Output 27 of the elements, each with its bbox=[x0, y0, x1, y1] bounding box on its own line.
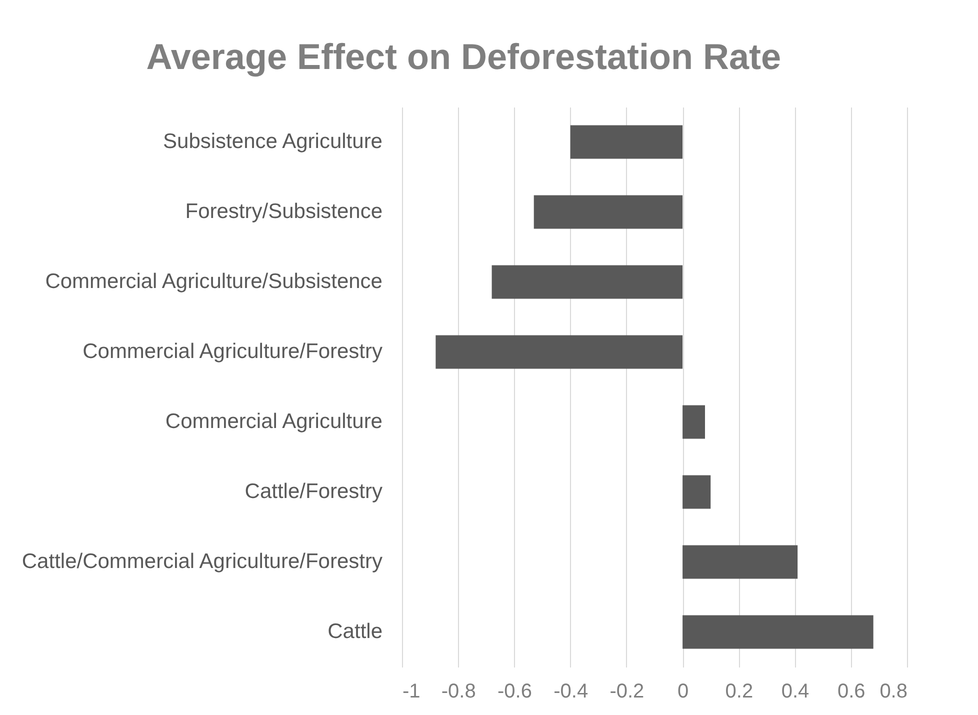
chart-title: Average Effect on Deforestation Rate bbox=[146, 36, 782, 77]
x-tick-label: -0.8 bbox=[441, 680, 476, 702]
y-tick-label: Cattle/Forestry bbox=[244, 480, 383, 503]
x-tick-label: 0 bbox=[677, 680, 689, 702]
x-tick-label: 0.8 bbox=[880, 680, 908, 702]
x-tick-label: -0.6 bbox=[497, 680, 532, 702]
x-tick-label: 0.2 bbox=[725, 680, 754, 702]
x-tick-label: -1 bbox=[402, 680, 420, 702]
bar bbox=[682, 615, 874, 649]
y-tick-label: Cattle/Commercial Agriculture/Forestry bbox=[22, 550, 383, 573]
y-tick-label: Commercial Agriculture/Forestry bbox=[82, 340, 383, 363]
bar bbox=[570, 125, 683, 159]
y-tick-label: Forestry/Subsistence bbox=[185, 200, 382, 223]
x-tick-label: 0.6 bbox=[837, 680, 866, 702]
bar bbox=[534, 195, 683, 229]
bar bbox=[492, 265, 683, 299]
bar bbox=[436, 335, 683, 369]
x-tick-label: -0.4 bbox=[554, 680, 588, 702]
bar bbox=[682, 475, 711, 509]
x-tick-label: -0.2 bbox=[610, 680, 644, 702]
x-tick-label: 0.4 bbox=[781, 680, 810, 702]
y-tick-label: Commercial Agriculture/Subsistence bbox=[45, 270, 382, 293]
bar bbox=[682, 405, 705, 439]
y-tick-label: Subsistence Agriculture bbox=[163, 130, 382, 153]
y-tick-label: Cattle bbox=[328, 620, 382, 643]
y-tick-label: Commercial Agriculture bbox=[165, 410, 382, 433]
bar bbox=[682, 545, 798, 579]
